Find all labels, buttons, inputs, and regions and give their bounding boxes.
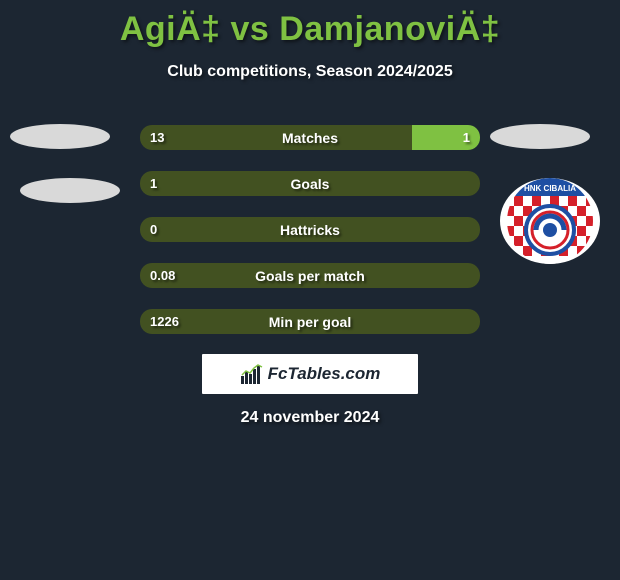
attribution-logo: FcTables.com <box>240 364 381 384</box>
attribution-box: FcTables.com <box>202 354 418 394</box>
subtitle: Club competitions, Season 2024/2025 <box>0 63 620 81</box>
player-left-badge-2 <box>20 178 120 203</box>
attribution-text: FcTables.com <box>268 364 381 384</box>
svg-text:HNK CIBALIA: HNK CIBALIA <box>524 184 576 193</box>
stat-bar: Goals per match0.08 <box>140 263 480 288</box>
stat-label: Min per goal <box>140 309 480 334</box>
stat-label: Matches <box>140 125 480 150</box>
stat-bars-container: Matches131Goals1Hattricks0Goals per matc… <box>140 125 480 355</box>
stat-left-value: 1226 <box>140 309 189 334</box>
stat-bar: Goals1 <box>140 171 480 196</box>
player-right-badge-1 <box>490 124 590 149</box>
date-text: 24 november 2024 <box>0 409 620 427</box>
stat-bar: Hattricks0 <box>140 217 480 242</box>
stat-label: Goals per match <box>140 263 480 288</box>
stat-label: Goals <box>140 171 480 196</box>
stat-bar: Min per goal1226 <box>140 309 480 334</box>
page-title: AgiÄ‡ vs DamjanoviÄ‡ <box>0 0 620 49</box>
stat-bar: Matches13 1 <box>140 125 480 150</box>
stat-left-value: 13 <box>140 125 174 150</box>
club-badge-svg: HNK CIBALIA <box>500 178 600 264</box>
stat-right-value: 1 <box>453 125 480 150</box>
club-badge: HNK CIBALIA <box>500 178 600 264</box>
bars-icon <box>240 364 264 384</box>
player-left-badge-1 <box>10 124 110 149</box>
stat-left-value: 0.08 <box>140 263 185 288</box>
stat-left-value: 0 <box>140 217 167 242</box>
stat-label: Hattricks <box>140 217 480 242</box>
stat-left-value: 1 <box>140 171 167 196</box>
